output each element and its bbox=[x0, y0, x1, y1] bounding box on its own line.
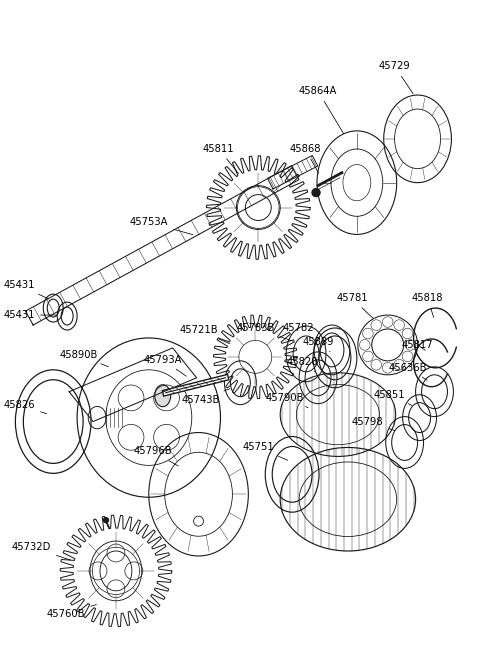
Text: 45790B: 45790B bbox=[266, 393, 308, 407]
Circle shape bbox=[312, 189, 320, 197]
Text: 45721B: 45721B bbox=[179, 325, 230, 344]
Text: 45851: 45851 bbox=[374, 390, 412, 405]
Text: 45743B: 45743B bbox=[181, 389, 230, 405]
Text: 45782: 45782 bbox=[282, 323, 320, 338]
Text: 45783B: 45783B bbox=[236, 323, 292, 341]
Text: 45889: 45889 bbox=[302, 337, 334, 352]
Text: 45781: 45781 bbox=[336, 293, 373, 318]
Text: 45864A: 45864A bbox=[299, 86, 344, 133]
Text: 45751: 45751 bbox=[242, 442, 288, 461]
Text: 45729: 45729 bbox=[379, 61, 413, 94]
Text: 45760B: 45760B bbox=[47, 605, 96, 619]
Text: 45890B: 45890B bbox=[60, 350, 108, 367]
Ellipse shape bbox=[155, 385, 171, 407]
Text: 45868: 45868 bbox=[289, 144, 321, 173]
Text: 45793A: 45793A bbox=[144, 355, 186, 376]
Text: 45431: 45431 bbox=[4, 310, 57, 320]
Text: 45817: 45817 bbox=[402, 340, 433, 350]
Text: 45796B: 45796B bbox=[133, 447, 178, 466]
Text: 45431: 45431 bbox=[4, 280, 48, 299]
Text: 45753A: 45753A bbox=[130, 218, 193, 235]
Text: 45811: 45811 bbox=[203, 144, 239, 174]
Text: 45732D: 45732D bbox=[12, 542, 71, 560]
Text: 45636B: 45636B bbox=[388, 363, 427, 380]
Text: 45820: 45820 bbox=[287, 357, 318, 372]
Text: 45818: 45818 bbox=[412, 293, 444, 318]
Circle shape bbox=[104, 518, 108, 523]
Text: 45826: 45826 bbox=[3, 400, 47, 414]
Text: 45798: 45798 bbox=[352, 417, 395, 430]
